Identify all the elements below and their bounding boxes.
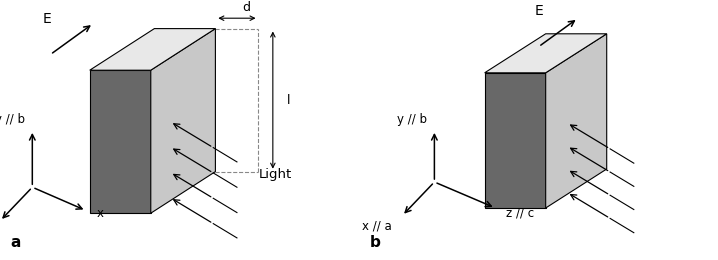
Polygon shape: [485, 34, 607, 73]
Text: y // b: y // b: [397, 113, 427, 126]
Text: z // c: z // c: [506, 207, 534, 220]
Polygon shape: [90, 70, 151, 213]
Text: E: E: [534, 4, 543, 18]
Text: b: b: [370, 235, 381, 250]
Text: E: E: [42, 12, 51, 26]
Text: x // a: x // a: [362, 220, 391, 233]
Polygon shape: [546, 34, 607, 208]
Polygon shape: [90, 29, 215, 70]
Text: l: l: [287, 94, 291, 107]
Text: x: x: [97, 207, 104, 220]
Polygon shape: [485, 73, 546, 208]
Polygon shape: [151, 29, 215, 213]
Text: a: a: [11, 235, 21, 250]
Text: Light: Light: [258, 168, 292, 181]
Text: d: d: [242, 1, 250, 14]
Text: y // b: y // b: [0, 113, 25, 126]
